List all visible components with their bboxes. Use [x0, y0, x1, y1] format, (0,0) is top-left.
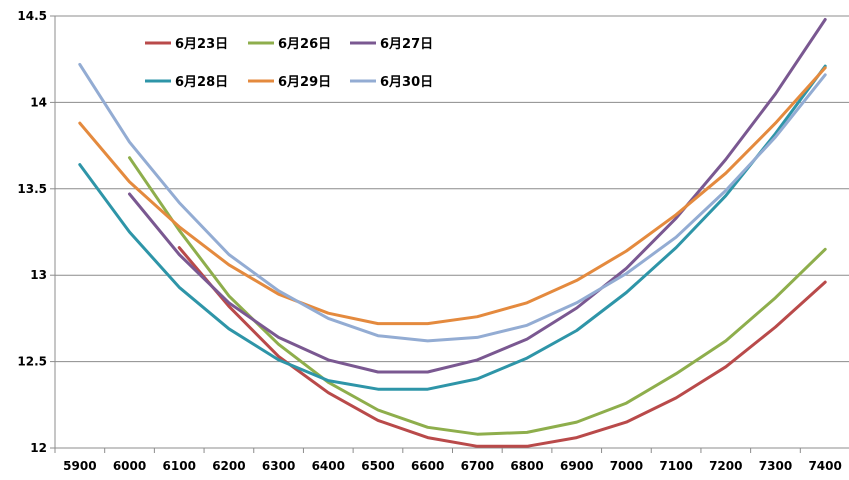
- x-tick-labels: 5900 6000 6100 6200 6300 6400 6500 6600 6700 6800…: [63, 459, 842, 473]
- x-tick-label: 6300: [262, 459, 295, 473]
- legend-label-3: 6月27日: [380, 37, 433, 52]
- x-tick-label: 6600: [411, 459, 444, 473]
- y-tick-labels: 12 12.5 13 13.5 14 14.5: [17, 9, 47, 455]
- x-tick-label: 7100: [659, 459, 692, 473]
- x-tick-label: 6400: [312, 459, 345, 473]
- axes: [50, 15, 849, 453]
- series-line-5: [78, 66, 827, 326]
- series-line-4: [78, 64, 827, 391]
- x-tick-label: 7000: [610, 459, 643, 473]
- y-tick-label: 12: [30, 441, 47, 455]
- x-tick-label: 6700: [461, 459, 494, 473]
- x-tick-label: 6900: [560, 459, 593, 473]
- legend-label-4: 6月28日: [175, 75, 228, 90]
- x-tick-label: 7300: [759, 459, 792, 473]
- x-tick-label: 6000: [113, 459, 146, 473]
- series-line-3: [128, 18, 827, 374]
- legend-label-5: 6月29日: [278, 75, 331, 90]
- x-tick-label: 6100: [163, 459, 196, 473]
- x-tick-label: 6800: [510, 459, 543, 473]
- series-line-6: [78, 62, 827, 343]
- x-tick-label: 7400: [808, 459, 841, 473]
- series-line-1: [177, 246, 827, 448]
- x-tick-label: 6200: [212, 459, 245, 473]
- x-tick-label: 7200: [709, 459, 742, 473]
- y-tick-label: 12.5: [17, 355, 47, 369]
- y-tick-label: 14: [30, 95, 47, 109]
- legend-label-1: 6月23日: [175, 37, 228, 52]
- y-tick-label: 13.5: [17, 182, 47, 196]
- legend-label-2: 6月26日: [278, 37, 331, 52]
- gridlines: [55, 15, 849, 363]
- series-line-2: [128, 156, 827, 436]
- x-tick-label: 5900: [63, 459, 96, 473]
- y-tick-label: 14.5: [17, 9, 47, 23]
- x-tick-label: 6500: [361, 459, 394, 473]
- legend-label-6: 6月30日: [380, 75, 433, 90]
- series-lines: [78, 18, 827, 448]
- y-tick-label: 13: [30, 268, 47, 282]
- legend: 6月23日 6月26日 6月27日 6月28日 6月29日 6月30日: [145, 37, 433, 90]
